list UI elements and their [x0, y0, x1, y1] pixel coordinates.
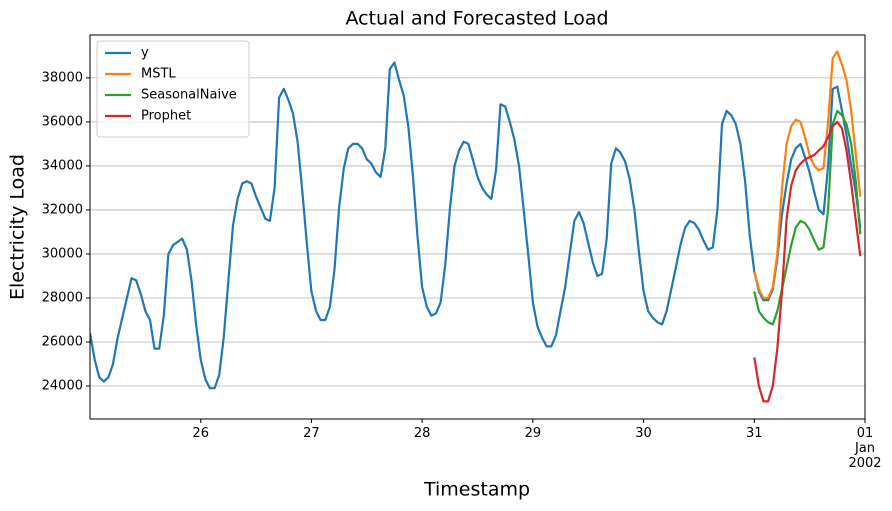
y-tick-label: 24000 — [42, 378, 83, 393]
legend-label: y — [141, 46, 149, 61]
x-tick-label: 27 — [303, 426, 320, 441]
series-line — [753, 50, 862, 300]
x-tick-label: 01 Jan 2002 — [848, 426, 882, 471]
legend-label: SeasonalNaive — [141, 88, 237, 103]
series-line — [753, 109, 862, 326]
series-line — [90, 61, 862, 390]
y-axis-label: Electricity Load — [7, 154, 29, 300]
x-axis-label: Timestamp — [423, 479, 530, 501]
plot-frame — [89, 34, 866, 420]
y-tick-label: 26000 — [42, 334, 83, 349]
x-tick-label: 29 — [524, 426, 542, 441]
y-tick-label: 32000 — [42, 202, 83, 217]
legend-box — [96, 40, 250, 138]
series-line — [753, 120, 862, 403]
legend-label: MSTL — [141, 67, 176, 82]
chart-title: Actual and Forecasted Load — [345, 8, 608, 30]
x-tick-label: 26 — [192, 426, 209, 441]
x-tick-label: 31 — [746, 426, 763, 441]
x-tick-label: 30 — [635, 426, 652, 441]
y-tick-label: 36000 — [42, 114, 83, 129]
plot-area — [90, 50, 862, 403]
x-tick-label: 28 — [413, 426, 431, 441]
y-tick-label: 30000 — [42, 246, 83, 261]
y-tick-label: 28000 — [42, 290, 83, 305]
y-tick-label: 34000 — [42, 158, 83, 173]
legend-label: Prophet — [141, 109, 191, 124]
y-tick-label: 38000 — [42, 70, 83, 85]
